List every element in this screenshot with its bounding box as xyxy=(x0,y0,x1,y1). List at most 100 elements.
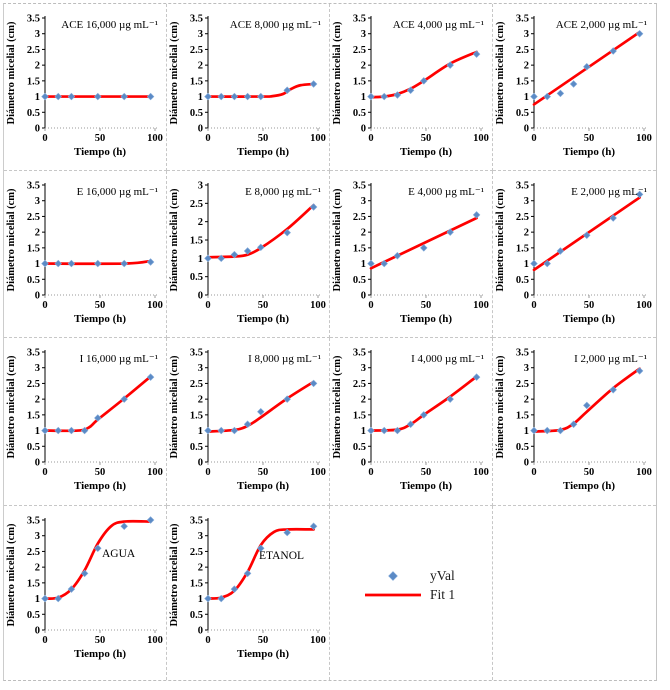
svg-text:3.5: 3.5 xyxy=(353,14,366,25)
chart-ace-16000: Diámetro micelial (cm) 0 0.5 1 1.5 2 2.5 3 3.5 0 5… xyxy=(5,6,165,170)
svg-text:Tiempo (h): Tiempo (h) xyxy=(74,648,126,660)
svg-text:1.5: 1.5 xyxy=(190,236,203,247)
chart-canvas: Diámetro micelial (cm) 0 0.5 1 1.5 2 2.5 3 3.5 0 5… xyxy=(6,181,163,326)
svg-text:Diámetro micelial (cm): Diámetro micelial (cm) xyxy=(495,355,506,459)
svg-text:0: 0 xyxy=(205,635,210,646)
chart-canvas: Diámetro micelial (cm) 0 0.5 1 1.5 2 2.5 3 3.5 0 5… xyxy=(169,348,326,493)
svg-text:50: 50 xyxy=(421,133,432,144)
svg-text:2: 2 xyxy=(35,395,40,406)
svg-text:100: 100 xyxy=(473,300,489,311)
svg-text:0.5: 0.5 xyxy=(27,275,40,286)
svg-text:1: 1 xyxy=(524,426,529,437)
chart-ace-2000: Diámetro micelial (cm) 0 0.5 1 1.5 2 2.5 3 3.5 0 5… xyxy=(494,6,654,170)
chart-i-16000: Diámetro micelial (cm) 0 0.5 1 1.5 2 2.5 3 3.5 0 5… xyxy=(5,340,165,505)
svg-text:2.5: 2.5 xyxy=(353,45,366,56)
svg-text:0: 0 xyxy=(198,458,203,469)
svg-text:0: 0 xyxy=(361,124,366,135)
svg-text:2.5: 2.5 xyxy=(516,212,529,223)
chart-cell-e-16000: Diámetro micelial (cm) 0 0.5 1 1.5 2 2.5 3 3.5 0 5… xyxy=(4,171,167,338)
svg-text:AGUA: AGUA xyxy=(102,548,136,560)
chart-e-8000: Diámetro micelial (cm) 0 0.5 1 1.5 2 2.5 3 0 50 10… xyxy=(168,173,328,337)
svg-text:I 16,000 µg mL⁻¹: I 16,000 µg mL⁻¹ xyxy=(80,353,158,365)
svg-text:0: 0 xyxy=(524,291,529,302)
chart-cell-e-4000: Diámetro micelial (cm) 0 0.5 1 1.5 2 2.5 3 3.5 0 5… xyxy=(330,171,493,338)
svg-text:Diámetro micelial (cm): Diámetro micelial (cm) xyxy=(332,21,343,125)
svg-text:1: 1 xyxy=(198,254,203,265)
svg-text:3: 3 xyxy=(198,531,203,542)
svg-text:3: 3 xyxy=(198,29,203,40)
svg-text:I 4,000 µg mL⁻¹: I 4,000 µg mL⁻¹ xyxy=(411,353,484,365)
chart-cell-etanol: Diámetro micelial (cm) 0 0.5 1 1.5 2 2.5 3 3.5 0 5… xyxy=(167,506,330,680)
svg-text:50: 50 xyxy=(584,133,595,144)
chart-e-16000: Diámetro micelial (cm) 0 0.5 1 1.5 2 2.5 3 3.5 0 5… xyxy=(5,173,165,337)
svg-text:0: 0 xyxy=(361,291,366,302)
svg-text:2: 2 xyxy=(524,395,529,406)
svg-text:3.5: 3.5 xyxy=(353,348,366,359)
svg-text:I 8,000 µg mL⁻¹: I 8,000 µg mL⁻¹ xyxy=(248,353,321,365)
chart-cell-ace-16000: Diámetro micelial (cm) 0 0.5 1 1.5 2 2.5 3 3.5 0 5… xyxy=(4,4,167,171)
svg-text:3: 3 xyxy=(198,181,203,192)
svg-text:100: 100 xyxy=(636,133,652,144)
svg-text:Tiempo (h): Tiempo (h) xyxy=(237,648,289,660)
svg-text:2.5: 2.5 xyxy=(516,45,529,56)
svg-text:ACE 2,000 µg mL⁻¹: ACE 2,000 µg mL⁻¹ xyxy=(556,19,647,31)
svg-text:1.5: 1.5 xyxy=(516,410,529,421)
svg-text:2: 2 xyxy=(361,395,366,406)
svg-text:0: 0 xyxy=(198,124,203,135)
svg-text:2: 2 xyxy=(35,61,40,72)
svg-text:100: 100 xyxy=(147,635,163,646)
svg-text:2: 2 xyxy=(198,395,203,406)
svg-text:100: 100 xyxy=(310,467,326,478)
svg-text:Tiempo (h): Tiempo (h) xyxy=(563,146,615,158)
chart-ace-8000: Diámetro micelial (cm) 0 0.5 1 1.5 2 2.5 3 3.5 0 5… xyxy=(168,6,328,170)
svg-text:0.5: 0.5 xyxy=(27,442,40,453)
chart-canvas: Diámetro micelial (cm) 0 0.5 1 1.5 2 2.5 3 3.5 0 5… xyxy=(332,14,489,159)
svg-text:2: 2 xyxy=(361,228,366,239)
svg-text:3: 3 xyxy=(35,363,40,374)
svg-text:3: 3 xyxy=(35,29,40,40)
svg-text:Diámetro micelial (cm): Diámetro micelial (cm) xyxy=(169,21,180,125)
chart-i-8000: Diámetro micelial (cm) 0 0.5 1 1.5 2 2.5 3 3.5 0 5… xyxy=(168,340,328,505)
chart-cell-ace-4000: Diámetro micelial (cm) 0 0.5 1 1.5 2 2.5 3 3.5 0 5… xyxy=(330,4,493,171)
chart-cell-i-4000: Diámetro micelial (cm) 0 0.5 1 1.5 2 2.5 3 3.5 0 5… xyxy=(330,338,493,506)
svg-text:1: 1 xyxy=(198,594,203,605)
svg-text:2.5: 2.5 xyxy=(353,212,366,223)
svg-text:0: 0 xyxy=(35,291,40,302)
svg-text:Diámetro micelial (cm): Diámetro micelial (cm) xyxy=(332,355,343,459)
svg-text:50: 50 xyxy=(258,635,269,646)
svg-text:0.5: 0.5 xyxy=(516,442,529,453)
svg-text:100: 100 xyxy=(636,300,652,311)
svg-text:0.5: 0.5 xyxy=(27,610,40,621)
svg-text:2.5: 2.5 xyxy=(516,379,529,390)
chart-cell-agua: Diámetro micelial (cm) 0 0.5 1 1.5 2 2.5 3 3.5 0 5… xyxy=(4,506,167,680)
svg-text:3.5: 3.5 xyxy=(516,348,529,359)
svg-text:0: 0 xyxy=(42,635,47,646)
svg-text:0: 0 xyxy=(198,291,203,302)
svg-text:Diámetro micelial (cm): Diámetro micelial (cm) xyxy=(6,188,17,292)
svg-text:0: 0 xyxy=(42,467,47,478)
svg-text:1.5: 1.5 xyxy=(353,410,366,421)
svg-text:3: 3 xyxy=(524,363,529,374)
svg-text:0: 0 xyxy=(361,458,366,469)
svg-text:3.5: 3.5 xyxy=(27,516,40,527)
svg-text:0.5: 0.5 xyxy=(353,442,366,453)
svg-text:0: 0 xyxy=(368,133,373,144)
charts-grid: Diámetro micelial (cm) 0 0.5 1 1.5 2 2.5 3 3.5 0 5… xyxy=(3,3,657,681)
svg-text:1: 1 xyxy=(35,259,40,270)
svg-text:2: 2 xyxy=(35,228,40,239)
svg-text:100: 100 xyxy=(473,133,489,144)
svg-text:3: 3 xyxy=(361,196,366,207)
svg-text:0.5: 0.5 xyxy=(190,108,203,119)
svg-text:3.5: 3.5 xyxy=(190,516,203,527)
svg-text:ACE 8,000 µg mL⁻¹: ACE 8,000 µg mL⁻¹ xyxy=(230,19,321,31)
svg-text:0: 0 xyxy=(524,124,529,135)
svg-text:3.5: 3.5 xyxy=(27,181,40,192)
chart-canvas: Diámetro micelial (cm) 0 0.5 1 1.5 2 2.5 3 0 50 10… xyxy=(169,181,326,326)
chart-ace-4000: Diámetro micelial (cm) 0 0.5 1 1.5 2 2.5 3 3.5 0 5… xyxy=(331,6,491,170)
svg-text:Tiempo (h): Tiempo (h) xyxy=(563,480,615,492)
chart-e-2000: Diámetro micelial (cm) 0 0.5 1 1.5 2 2.5 3 3.5 0 5… xyxy=(494,173,654,337)
svg-text:1.5: 1.5 xyxy=(190,410,203,421)
svg-text:ACE 4,000 µg mL⁻¹: ACE 4,000 µg mL⁻¹ xyxy=(393,19,484,31)
chart-canvas: Diámetro micelial (cm) 0 0.5 1 1.5 2 2.5 3 3.5 0 5… xyxy=(332,181,489,326)
chart-cell-i-8000: Diámetro micelial (cm) 0 0.5 1 1.5 2 2.5 3 3.5 0 5… xyxy=(167,338,330,506)
